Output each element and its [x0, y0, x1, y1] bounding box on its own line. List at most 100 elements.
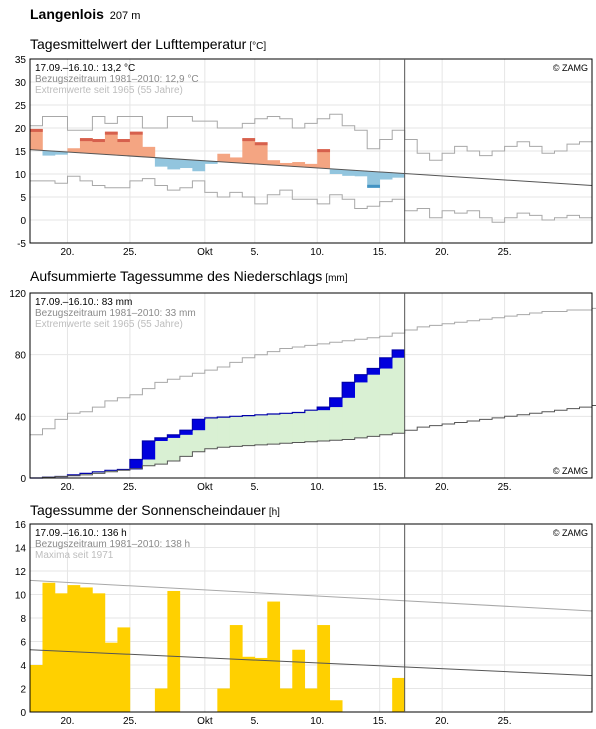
sunshine-bar	[54, 593, 68, 712]
plot-frame	[29, 292, 593, 479]
x-tick-label: 25.	[498, 716, 512, 727]
daily-precip-block	[192, 419, 206, 431]
sunshine-bar	[279, 688, 293, 712]
period-value-label: 17.09.–16.10.: 83 mm	[35, 297, 132, 308]
y-tick-label: 80	[15, 351, 27, 362]
excess-area-segment	[179, 430, 193, 457]
y-tick-label: 20	[15, 124, 27, 135]
daily-precip-block	[354, 374, 368, 383]
warm-extreme-mark	[254, 142, 268, 146]
warm-extreme-mark	[79, 138, 93, 142]
period-value-label: 17.09.–16.10.: 13,2 °C	[35, 63, 135, 74]
y-tick-label: 16	[15, 520, 27, 531]
x-tick-label: 15.	[373, 482, 387, 493]
y-tick-label: 4	[20, 661, 26, 672]
daily-precip-block	[154, 437, 168, 441]
sunshine-bar	[117, 627, 131, 712]
x-tick-label: 20.	[435, 716, 449, 727]
copyright-label: © ZAMG	[553, 63, 588, 73]
sunshine-bar	[317, 625, 331, 712]
daily-precip-block	[329, 397, 343, 408]
reference-mean-line	[29, 649, 593, 677]
y-tick-label: 2	[20, 685, 26, 696]
warm-anomaly-bar	[267, 160, 281, 166]
y-tick-label: 6	[20, 638, 26, 649]
warm-anomaly-bar	[217, 153, 231, 162]
x-tick-label: 20.	[61, 247, 75, 258]
x-tick-label: Okt	[197, 247, 213, 258]
x-tick-label: 20.	[61, 482, 75, 493]
sunshine-bar	[392, 677, 405, 712]
warm-extreme-mark	[117, 139, 131, 143]
extremes-note-label: Extremwerte seit 1965 (55 Jahre)	[35, 85, 183, 96]
x-tick-label: 20.	[435, 482, 449, 493]
excess-area-segment	[242, 415, 256, 446]
daily-precip-block	[392, 350, 405, 358]
station-name: Langenlois	[30, 6, 104, 22]
sunshine-panel-title: Tagessumme der Sonnenscheindauer [h]	[30, 502, 280, 518]
excess-area-segment	[392, 350, 405, 434]
excess-area-segment	[79, 473, 93, 475]
sunshine-bar	[67, 585, 81, 712]
warm-extreme-mark	[129, 131, 143, 135]
daily-precip-block	[167, 434, 181, 438]
x-tick-label: 25.	[498, 247, 512, 258]
period-value-label: 17.09.–16.10.: 136 h	[35, 528, 127, 539]
warm-anomaly-bar	[242, 138, 256, 164]
cold-anomaly-bar	[354, 170, 368, 177]
warm-anomaly-bar	[304, 163, 318, 168]
warm-extreme-mark	[104, 131, 118, 135]
warm-anomaly-bar	[229, 157, 243, 163]
cold-anomaly-bar	[379, 172, 393, 180]
reference-cumulative-line	[30, 405, 596, 479]
precipitation-panel-title: Aufsummierte Tagessumme des Niederschlag…	[30, 268, 348, 284]
temperature-unit: [°C]	[249, 41, 267, 52]
y-tick-label: 12	[15, 567, 27, 578]
cold-anomaly-bar	[367, 171, 380, 188]
extremes-note-label: Extremwerte seit 1965 (55 Jahre)	[35, 319, 183, 330]
sunshine-unit: [h]	[268, 507, 280, 518]
cold-anomaly-bar	[42, 150, 56, 156]
warm-anomaly-bar	[129, 131, 143, 157]
reference-value-label: Bezugszeitraum 1981–2010: 138 h	[35, 539, 190, 550]
y-tick-label: 120	[9, 289, 26, 300]
excess-area-segment	[229, 416, 243, 447]
x-tick-label: 20.	[61, 716, 75, 727]
warm-anomaly-bar	[292, 162, 306, 167]
x-tick-label: 5.	[251, 716, 259, 727]
sunshine-bar	[104, 642, 118, 712]
excess-area-segment	[292, 412, 306, 443]
maximum-cumulative-line	[30, 307, 596, 436]
extreme-max-line	[30, 113, 592, 161]
cold-anomaly-bar	[154, 157, 168, 167]
daily-precip-block	[179, 430, 193, 435]
excess-area-segment	[304, 410, 318, 442]
y-tick-label: 0	[20, 216, 26, 227]
daily-precip-block	[342, 382, 356, 398]
reference-mean-line	[29, 149, 593, 186]
excess-area-segment	[154, 437, 168, 465]
excess-area-segment	[92, 471, 106, 474]
cold-anomaly-bar	[204, 161, 218, 164]
warm-anomaly-bar	[142, 146, 156, 158]
x-tick-label: 10.	[310, 247, 324, 258]
x-tick-label: 10.	[310, 716, 324, 727]
cold-anomaly-bar	[179, 159, 193, 169]
warm-anomaly-bar	[67, 148, 81, 153]
excess-area-segment	[354, 374, 368, 438]
temperature-title-text: Tagesmittelwert der Lufttemperatur	[30, 36, 247, 52]
observed-cumulative-line	[30, 349, 405, 479]
cold-extreme-mark	[367, 184, 380, 188]
sunshine-bar	[30, 665, 43, 712]
cold-anomaly-bar	[329, 169, 343, 174]
sunshine-bar	[229, 625, 243, 712]
warm-anomaly-bar	[79, 138, 93, 154]
y-tick-label: 30	[15, 78, 27, 89]
sunshine-title-text: Tagessumme der Sonnenscheindauer	[30, 502, 266, 518]
excess-area-segment	[254, 414, 268, 445]
sunshine-bar	[254, 657, 268, 712]
x-tick-label: 5.	[251, 482, 259, 493]
warm-anomaly-bar	[92, 139, 106, 155]
y-tick-label: 0	[20, 708, 26, 719]
plot-frame	[29, 58, 593, 244]
